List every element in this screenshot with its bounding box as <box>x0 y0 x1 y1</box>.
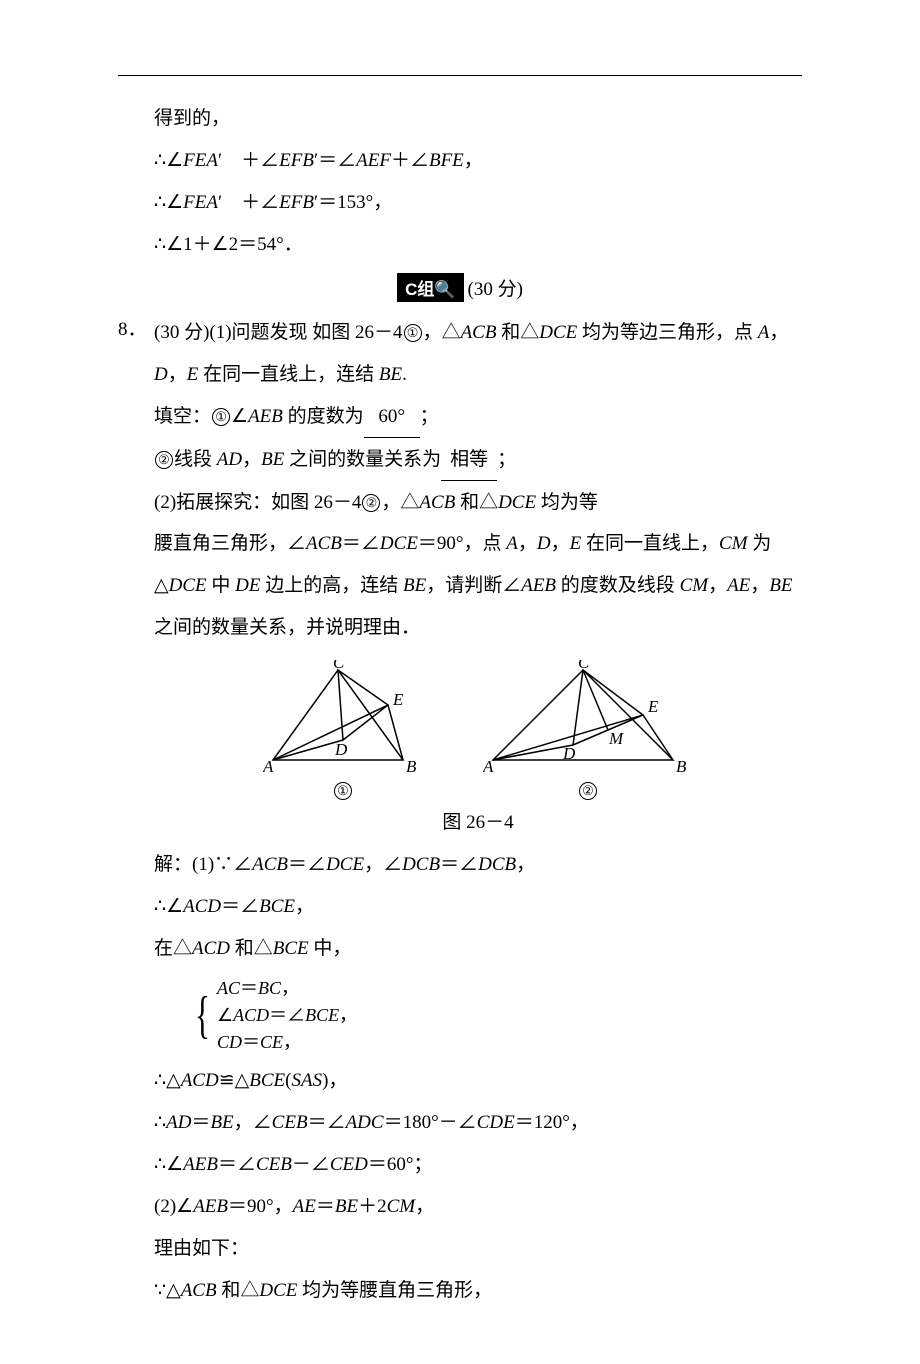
problem-8: 8． (30 分)(1)问题发现 如图 26－4①，△ACB 和△DCE 均为等… <box>118 314 802 1314</box>
figure-1: A B C D E ① <box>263 660 423 801</box>
svg-text:C: C <box>578 660 590 672</box>
problem-number: 8． <box>118 314 154 1314</box>
section-tag-box: C组🔍 <box>397 273 463 302</box>
prev-line-3: ∴∠FEA′ ＋∠EFB′＝153°， <box>118 184 802 223</box>
sol-3: 在△ACD 和△BCE 中， <box>154 930 802 969</box>
sol-9: ∵△ACB 和△DCE 均为等腰直角三角形， <box>154 1272 802 1311</box>
brace-system: { AC＝BC， ∠ACD＝∠BCE， CD＝CE， <box>154 975 802 1056</box>
sol-8: 理由如下： <box>154 1230 802 1269</box>
svg-text:A: A <box>483 757 494 775</box>
sol-4: ∴△ACD≌△BCE(SAS)， <box>154 1062 802 1101</box>
sol-1: 解：(1)∵∠ACB＝∠DCE，∠DCB＝∠DCB， <box>154 846 802 885</box>
sol-5: ∴AD＝BE，∠CEB＝∠ADC＝180°－∠CDE＝120°， <box>154 1104 802 1143</box>
p-line-5: (2)拓展探究：如图 26－4②，△ACB 和△DCE 均为等 <box>154 484 802 523</box>
figure-2-label: ② <box>483 779 693 801</box>
p-line-4: ②线段 AD，BE 之间的数量关系为相等； <box>154 441 802 481</box>
prev-line-1: 得到的， <box>118 100 802 139</box>
sol-6: ∴∠AEB＝∠CEB－∠CED＝60°； <box>154 1146 802 1185</box>
section-points: (30 分) <box>468 279 523 300</box>
p-line-6: 腰直角三角形，∠ACB＝∠DCE＝90°，点 A，D，E 在同一直线上，CM 为 <box>154 525 802 564</box>
svg-text:B: B <box>406 757 417 775</box>
p-line-7: △DCE 中 DE 边上的高，连结 BE，请判断∠AEB 的度数及线段 CM，A… <box>154 567 802 606</box>
p-line-3: 填空：①∠AEB 的度数为60°； <box>154 398 802 438</box>
section-c-header: C组🔍(30 分) <box>118 273 802 302</box>
svg-text:E: E <box>392 690 404 709</box>
p-line-1: (30 分)(1)问题发现 如图 26－4①，△ACB 和△DCE 均为等边三角… <box>154 314 802 353</box>
problem-body: (30 分)(1)问题发现 如图 26－4①，△ACB 和△DCE 均为等边三角… <box>154 314 802 1314</box>
figure-1-label: ① <box>263 779 423 801</box>
figure-2: A B C D E M ② <box>483 660 693 801</box>
p-line-2: D，E 在同一直线上，连结 BE. <box>154 356 802 395</box>
figure-2-svg: A B C D E M <box>483 660 693 775</box>
svg-text:M: M <box>608 729 624 748</box>
figure-1-svg: A B C D E <box>263 660 423 775</box>
top-rule <box>118 75 802 76</box>
svg-text:D: D <box>562 744 576 763</box>
prev-line-2: ∴∠FEA′ ＋∠EFB′＝∠AEF＋∠BFE， <box>118 142 802 181</box>
svg-text:B: B <box>676 757 687 775</box>
svg-text:E: E <box>647 697 659 716</box>
blank-2: 相等 <box>441 441 497 481</box>
figures-row: A B C D E ① <box>154 660 802 801</box>
figure-caption: 图 26－4 <box>154 807 802 834</box>
svg-text:A: A <box>263 757 274 775</box>
sol-7: (2)∠AEB＝90°，AE＝BE＋2CM， <box>154 1188 802 1227</box>
p-line-8: 之间的数量关系，并说明理由． <box>154 609 802 648</box>
page-content: 得到的， ∴∠FEA′ ＋∠EFB′＝∠AEF＋∠BFE， ∴∠FEA′ ＋∠E… <box>118 100 802 1314</box>
prev-line-4: ∴∠1＋∠2＝54°． <box>118 226 802 265</box>
sol-2: ∴∠ACD＝∠BCE， <box>154 888 802 927</box>
brace-content: AC＝BC， ∠ACD＝∠BCE， CD＝CE， <box>217 975 357 1056</box>
blank-1: 60° <box>364 398 420 438</box>
brace-icon: { <box>195 990 210 1042</box>
svg-text:D: D <box>334 740 348 759</box>
svg-text:C: C <box>333 660 345 672</box>
